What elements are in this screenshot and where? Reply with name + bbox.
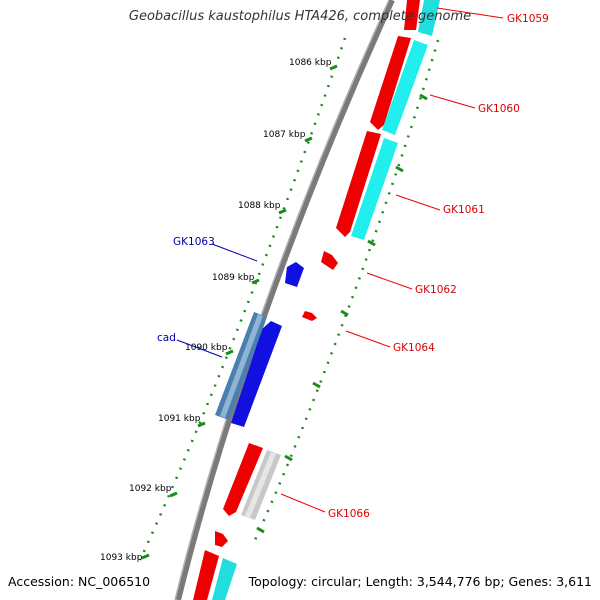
- ruler-tick-label: 1087 kbp: [263, 130, 306, 140]
- ruler-tick: [329, 64, 338, 71]
- ruler-tick-label: 1093 kbp: [100, 553, 143, 563]
- gene-GK1063[interactable]: [285, 262, 304, 287]
- accession-text: Accession: NC_006510: [8, 574, 151, 589]
- ruler-ticks: [141, 64, 338, 560]
- backbone-arc: [175, 0, 395, 600]
- gene-bottom-forward[interactable]: [193, 550, 219, 600]
- ruler-outer-track: [253, 39, 440, 541]
- gene-GK1060-reverse[interactable]: [382, 40, 428, 135]
- ruler-outer-ticks: [256, 93, 428, 534]
- ruler-tick-label: 1086 kbp: [289, 58, 332, 68]
- rna-genes: [231, 262, 304, 427]
- ruler-tick-label: 1090 kbp: [185, 343, 228, 353]
- ruler-tick: [141, 553, 150, 560]
- gene-labels: GK1059 GK1060 GK1061 GK1062 GK1064 GK106…: [157, 13, 549, 520]
- gene-small-forward[interactable]: [215, 531, 228, 547]
- label-leader-lines: [176, 7, 504, 513]
- gene-GK1064[interactable]: [302, 311, 317, 321]
- gene-rna-cad-partner[interactable]: [231, 321, 282, 427]
- gene-GK1059-reverse[interactable]: [418, 0, 440, 36]
- gene-label-GK1064[interactable]: GK1064: [393, 342, 435, 354]
- feature-cad-shade: [220, 314, 263, 418]
- gene-label-GK1062[interactable]: GK1062: [415, 284, 457, 296]
- gene-GK1066[interactable]: [223, 443, 263, 516]
- gene-GK1061[interactable]: [336, 131, 381, 237]
- ruler-tick-label: 1088 kbp: [238, 201, 281, 211]
- reverse-strand-genes: [212, 0, 440, 600]
- gene-GK1059[interactable]: [404, 0, 420, 30]
- ruler-tick-label: 1091 kbp: [158, 414, 201, 424]
- gene-label-GK1059[interactable]: GK1059: [507, 13, 549, 25]
- ruler-tick-label: 1092 kbp: [129, 484, 172, 494]
- gene-GK1062[interactable]: [321, 251, 338, 270]
- gene-label-GK1060[interactable]: GK1060: [478, 103, 520, 115]
- gene-GK1061-reverse[interactable]: [351, 138, 398, 240]
- map-title: Geobacillus kaustophilus HTA426, complet…: [128, 9, 472, 24]
- ruler-tick-label: 1089 kbp: [212, 273, 255, 283]
- gene-GK1060[interactable]: [370, 36, 411, 130]
- ruler-tick: [304, 136, 313, 143]
- ruler-tick: [197, 421, 206, 428]
- gene-label-GK1063[interactable]: GK1063: [173, 236, 215, 248]
- topology-text: Topology: circular; Length: 3,544,776 bp…: [248, 574, 592, 589]
- ruler-tick-labels: 1086 kbp 1087 kbp 1088 kbp 1089 kbp 1090…: [100, 58, 332, 563]
- ruler-tick: [225, 349, 234, 356]
- gene-bottom-reverse[interactable]: [212, 558, 237, 600]
- backbone-highlight: [174, 0, 390, 600]
- ruler-tick: [278, 208, 287, 215]
- gene-label-cad[interactable]: cad: [157, 332, 176, 344]
- gene-pseudo-grey-shade: [245, 452, 276, 518]
- gene-label-GK1061[interactable]: GK1061: [443, 204, 485, 216]
- ruler-tick: [251, 278, 260, 285]
- forward-strand-genes: [193, 0, 420, 600]
- ruler-tick: [169, 491, 178, 498]
- gene-label-GK1066[interactable]: GK1066: [328, 508, 370, 520]
